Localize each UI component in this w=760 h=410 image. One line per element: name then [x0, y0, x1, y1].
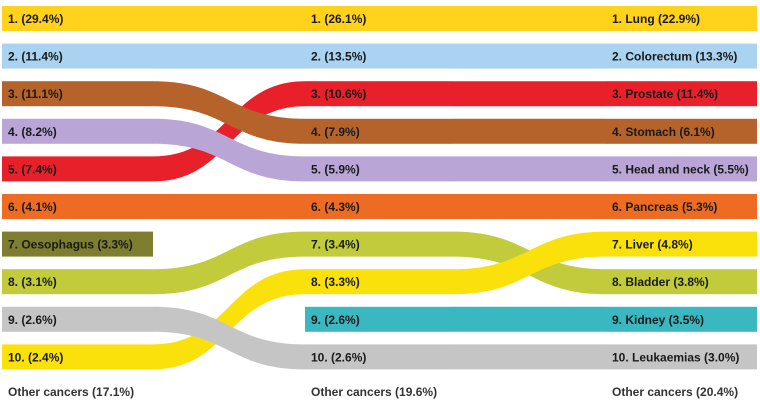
label-col3-other-cancers: Other cancers (20.4%) — [612, 385, 738, 399]
label-col1-rank-6: 6. (4.1%) — [8, 200, 57, 214]
bar-liver-col2 — [305, 269, 453, 295]
label-col1-rank-5: 5. (7.4%) — [8, 162, 57, 176]
link-colorectum-col1-to-col2 — [453, 43, 606, 69]
link-head-and-neck-col1-to-col2 — [453, 156, 606, 182]
label-col2-rank-2: 2. (13.5%) — [311, 50, 366, 64]
link-prostate-col0-to-col1 — [153, 81, 305, 182]
label-col2-rank-9: 9. (2.6%) — [311, 313, 360, 327]
link-lung-col1-to-col2 — [453, 6, 606, 31]
bar-bladder-col2 — [305, 231, 453, 257]
ribbon-prostate — [2, 81, 757, 182]
label-col1-rank-10: 10. (2.4%) — [8, 350, 63, 364]
label-col2-rank-4: 4. (7.9%) — [311, 125, 360, 139]
bar-head-and-neck-col3 — [606, 156, 757, 182]
bar-stomach-col1 — [2, 81, 153, 107]
label-col3-rank-1: 1. Lung (22.9%) — [612, 12, 700, 26]
ribbon-kidney — [305, 306, 757, 332]
label-col3-rank-5: 5. Head and neck (5.5%) — [612, 162, 749, 176]
label-col3-rank-2: 2. Colorectum (13.3%) — [612, 50, 737, 64]
label-col1-rank-2: 2. (11.4%) — [8, 50, 63, 64]
link-lung-col0-to-col1 — [153, 6, 305, 31]
bar-head-and-neck-col2 — [305, 156, 453, 182]
bar-liver-col3 — [606, 231, 757, 257]
label-col3-rank-6: 6. Pancreas (5.3%) — [612, 200, 717, 214]
ribbon-head-and-neck — [2, 118, 757, 182]
link-stomach-col1-to-col2 — [453, 118, 606, 144]
bar-pancreas-col2 — [305, 194, 453, 219]
bar-bladder-col1 — [2, 269, 153, 295]
label-col2-rank-5: 5. (5.9%) — [311, 162, 360, 176]
link-leukaemias-col0-to-col1 — [153, 306, 305, 370]
label-col3-rank-8: 8. Bladder (3.8%) — [612, 275, 709, 289]
label-col2-rank-6: 6. (4.3%) — [311, 200, 360, 214]
bar-prostate-col3 — [606, 81, 757, 107]
label-col3-rank-3: 3. Prostate (11.4%) — [612, 87, 718, 101]
label-col3-rank-7: 7. Liver (4.8%) — [612, 238, 693, 252]
bar-prostate-col2 — [305, 81, 453, 107]
ribbon-lung — [2, 6, 757, 31]
label-col2-rank-7: 7. (3.4%) — [311, 238, 360, 252]
ribbon-leukaemias — [2, 306, 757, 370]
bar-colorectum-col3 — [606, 43, 757, 69]
bar-kidney-col3 — [606, 306, 757, 332]
link-head-and-neck-col0-to-col1 — [153, 118, 305, 182]
bar-head-and-neck-col1 — [2, 118, 153, 144]
bar-leukaemias-col1 — [2, 306, 153, 332]
bar-colorectum-col1 — [2, 43, 153, 69]
label-col2-rank-3: 3. (10.6%) — [311, 87, 366, 101]
label-col3-rank-9: 9. Kidney (3.5%) — [612, 313, 704, 327]
link-liver-col0-to-col1 — [153, 269, 305, 370]
bar-lung-col2 — [305, 6, 453, 31]
label-col3-rank-10: 10. Leukaemias (3.0%) — [612, 350, 739, 364]
bar-lung-col1 — [2, 6, 153, 31]
link-prostate-col1-to-col2 — [453, 81, 606, 107]
bar-liver-col1 — [2, 344, 153, 370]
bar-lung-col3 — [606, 6, 757, 31]
label-col2-rank-8: 8. (3.3%) — [311, 275, 360, 289]
label-col1-other-cancers: Other cancers (17.1%) — [8, 385, 134, 399]
link-pancreas-col0-to-col1 — [153, 194, 305, 219]
bar-leukaemias-col2 — [305, 344, 453, 370]
ribbon-oesophagus — [2, 231, 153, 257]
label-col2-rank-1: 1. (26.1%) — [311, 12, 366, 26]
label-col2-rank-10: 10. (2.6%) — [311, 350, 366, 364]
link-stomach-col0-to-col1 — [153, 81, 305, 144]
bar-stomach-col2 — [305, 118, 453, 144]
label-col2-other-cancers: Other cancers (19.6%) — [311, 385, 437, 399]
bar-oesophagus-col1 — [2, 231, 153, 257]
link-kidney-col1-to-col2 — [453, 306, 606, 332]
label-col1-rank-4: 4. (8.2%) — [8, 125, 57, 139]
link-leukaemias-col1-to-col2 — [453, 344, 606, 370]
bar-prostate-col1 — [2, 156, 153, 182]
label-col1-rank-1: 1. (29.4%) — [8, 12, 63, 26]
link-colorectum-col0-to-col1 — [153, 43, 305, 69]
ribbon-bladder — [2, 231, 757, 295]
bar-bladder-col3 — [606, 269, 757, 295]
label-col1-rank-3: 3. (11.1%) — [8, 87, 63, 101]
bar-pancreas-col1 — [2, 194, 153, 219]
label-col1-rank-8: 8. (3.1%) — [8, 275, 57, 289]
ribbon-colorectum — [2, 43, 757, 69]
bar-colorectum-col2 — [305, 43, 453, 69]
ribbon-stomach — [2, 81, 757, 144]
label-col1-rank-7: 7. Oesophagus (3.3%) — [8, 238, 133, 252]
bar-leukaemias-col3 — [606, 344, 757, 370]
bar-kidney-col2 — [305, 306, 453, 332]
ribbon-pancreas — [2, 194, 757, 219]
link-bladder-col0-to-col1 — [153, 231, 305, 295]
bar-stomach-col3 — [606, 118, 757, 144]
link-pancreas-col1-to-col2 — [453, 194, 606, 219]
label-col1-rank-9: 9. (2.6%) — [8, 313, 57, 327]
label-col3-rank-4: 4. Stomach (6.1%) — [612, 125, 715, 139]
ribbon-liver — [2, 231, 757, 370]
bar-pancreas-col3 — [606, 194, 757, 219]
link-liver-col1-to-col2 — [453, 231, 606, 295]
